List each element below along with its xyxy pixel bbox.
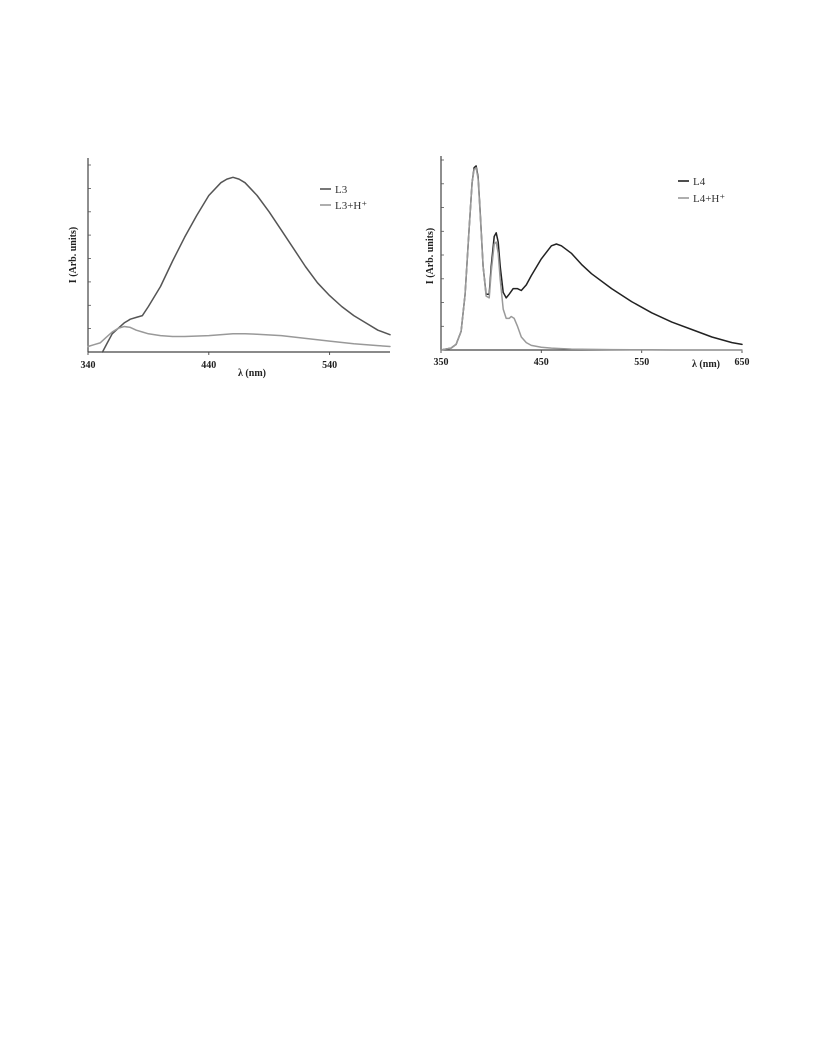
chart-l3-xlabel: λ (nm) bbox=[238, 368, 266, 379]
chart-l3-ylabel: I (Arb. units) bbox=[68, 227, 79, 283]
chart-l4-legend: L4 L4+H⁺ bbox=[678, 176, 725, 205]
legend-label-l4-h: L4+H⁺ bbox=[693, 193, 725, 205]
x-tick-label: 550 bbox=[634, 357, 649, 368]
series-line-protonated bbox=[87, 325, 391, 348]
chart-l3: 340 440 540 λ (nm) I (Arb. units) L3 L3+H⁺ bbox=[68, 158, 391, 379]
chart-l3-series bbox=[87, 176, 391, 353]
x-tick-label: 540 bbox=[322, 360, 337, 371]
x-tick-label: 350 bbox=[434, 357, 449, 368]
chart-l3-y-ticks bbox=[88, 164, 91, 330]
chart-l4-y-ticks bbox=[441, 159, 444, 327]
chart-l3-axes bbox=[87, 158, 390, 353]
chart-l4-xlabel: λ (nm) bbox=[692, 359, 720, 370]
chart-l4: 350 450 550 650 λ (nm) I (Arb. units) L4 L4… bbox=[425, 156, 750, 370]
legend-label-l3-h: L3+H⁺ bbox=[335, 200, 367, 212]
x-tick-label: 340 bbox=[81, 360, 96, 371]
series-line-base bbox=[101, 176, 391, 353]
x-tick-label: 450 bbox=[534, 357, 549, 368]
legend-label-l3: L3 bbox=[335, 184, 348, 196]
chart-l4-series bbox=[440, 165, 743, 351]
chart-l3-legend: L3 L3+H⁺ bbox=[320, 184, 367, 212]
chart-l3-x-ticks: 340 440 540 bbox=[81, 352, 337, 371]
x-tick-label: 440 bbox=[201, 360, 216, 371]
series-line-protonated bbox=[440, 166, 743, 351]
chart-l4-ylabel: I (Arb. units) bbox=[425, 228, 436, 284]
x-tick-label: 650 bbox=[735, 357, 750, 368]
legend-label-l4: L4 bbox=[693, 176, 706, 188]
